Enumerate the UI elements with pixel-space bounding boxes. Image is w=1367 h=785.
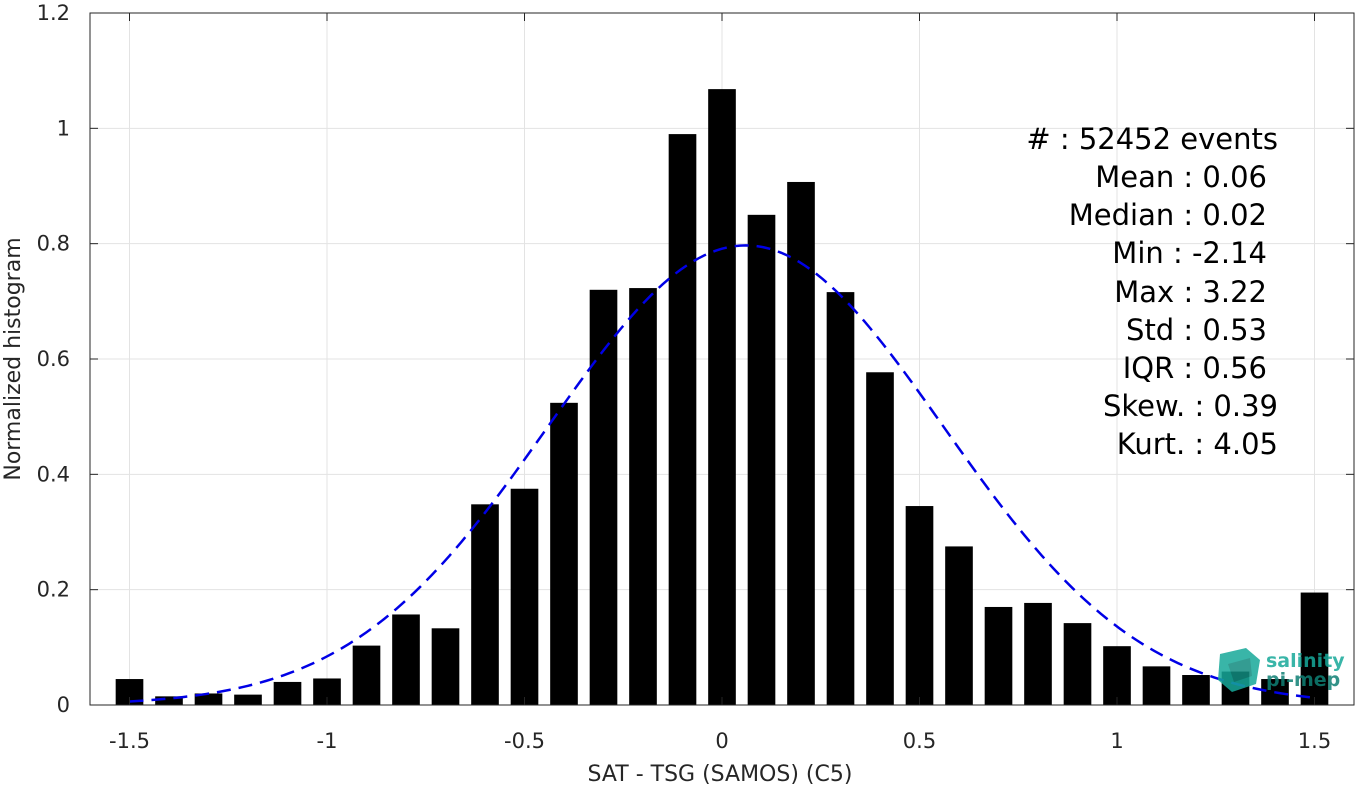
stat-std: Std : 0.53 xyxy=(1126,313,1267,347)
histogram-bar xyxy=(668,134,697,706)
histogram-bar xyxy=(1142,666,1171,705)
histogram-bar xyxy=(392,614,420,705)
stat-iqr: IQR : 0.56 xyxy=(1123,351,1267,385)
histogram-bar xyxy=(1182,675,1210,705)
stat-min: Min : -2.14 xyxy=(1112,236,1267,270)
histogram-bar xyxy=(352,645,381,705)
histogram-bar xyxy=(550,402,578,705)
x-tick-label: 1 xyxy=(1110,729,1123,753)
histogram-bar xyxy=(866,372,894,705)
histogram-bar xyxy=(431,628,460,705)
histogram-bar xyxy=(826,292,855,705)
logo-text-line2: pi-mep xyxy=(1266,669,1340,691)
histogram-bar xyxy=(471,504,499,705)
y-tick-label: 0.6 xyxy=(37,347,70,371)
x-tick-label: -1.5 xyxy=(109,729,150,753)
salinity-pi-mep-logo: salinity pi-mep xyxy=(1218,648,1345,692)
gaussian-fit-curve xyxy=(129,244,1315,703)
x-tick-label: 1.5 xyxy=(1298,729,1331,753)
y-tick-label: 0 xyxy=(57,693,70,717)
x-tick-label: 0.5 xyxy=(903,729,936,753)
stat-mean: Mean : 0.06 xyxy=(1095,160,1267,194)
stat-count: # : 52452 events xyxy=(1026,122,1278,156)
logo-mark-shade-icon xyxy=(1228,658,1252,682)
histogram-bar xyxy=(629,288,657,705)
histogram-bar xyxy=(273,681,302,705)
logo-text-line1: salinity xyxy=(1266,650,1345,672)
histogram-bar xyxy=(787,181,815,706)
histogram-bar xyxy=(589,289,618,705)
x-tick-label: 0 xyxy=(715,729,728,753)
histogram-bar xyxy=(708,89,736,706)
histogram-bar xyxy=(945,546,973,705)
statistics-box: # : 52452 events Mean : 0.06 Median : 0.… xyxy=(1026,122,1278,461)
stat-median: Median : 0.02 xyxy=(1069,198,1267,232)
y-tick-label: 1.2 xyxy=(37,1,70,25)
histogram-bar xyxy=(1063,623,1092,705)
histogram-bar xyxy=(1024,602,1052,705)
histogram-bar xyxy=(984,606,1013,705)
histogram-bar xyxy=(747,214,776,706)
histogram-bar xyxy=(1103,646,1131,705)
stat-skewness: Skew. : 0.39 xyxy=(1103,389,1278,423)
y-tick-label: 0.8 xyxy=(37,232,70,256)
x-tick-label: -1 xyxy=(317,729,338,753)
histogram-bar xyxy=(155,696,183,705)
histogram-bar xyxy=(1300,592,1329,705)
x-axis-label: SAT - TSG (SAMOS) (C5) xyxy=(588,762,853,785)
y-tick-label: 0.2 xyxy=(37,578,70,602)
histogram-bar xyxy=(510,488,539,705)
histogram-bar xyxy=(905,506,934,705)
histogram-bar xyxy=(194,693,223,705)
stat-kurtosis: Kurt. : 4.05 xyxy=(1117,427,1278,461)
y-tick-label: 0.4 xyxy=(37,462,70,486)
y-tick-label: 1 xyxy=(57,116,70,140)
x-tick-label: -0.5 xyxy=(504,729,545,753)
histogram-bar xyxy=(234,694,262,705)
axis-ticks: -1.5 -1 -0.5 0 0.5 1 1.5 0 0.2 0.4 0.6 0.8 1 1.2 xyxy=(37,1,1354,753)
y-axis-label: Normalized histogram xyxy=(1,237,26,480)
stat-max: Max : 3.22 xyxy=(1114,275,1267,309)
